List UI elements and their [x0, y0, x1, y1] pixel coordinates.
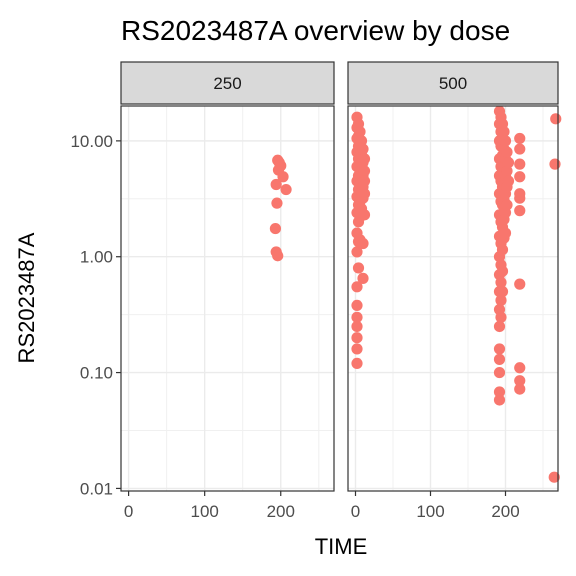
data-point: [494, 354, 505, 365]
data-point: [494, 367, 505, 378]
x-tick-label: 100: [190, 502, 218, 521]
data-point: [514, 133, 525, 144]
x-tick-label: 100: [416, 502, 444, 521]
facet-panel-250: 250 0 100 200: [121, 62, 334, 521]
facet-strip-label: 500: [439, 74, 467, 93]
data-point: [271, 198, 282, 209]
data-point: [514, 362, 525, 373]
data-point: [501, 199, 512, 210]
data-point: [497, 266, 508, 277]
data-point: [500, 135, 511, 146]
data-point: [550, 113, 561, 124]
data-point: [514, 159, 525, 170]
facet-panel-500: 500 0 100 200: [348, 62, 561, 521]
data-point: [497, 244, 508, 255]
data-point: [351, 321, 362, 332]
data-point: [494, 394, 505, 405]
data-point: [514, 171, 525, 182]
data-point: [359, 209, 370, 220]
y-tick-label: 10.00: [70, 132, 113, 151]
y-axis-title: RS2023487A: [14, 232, 39, 363]
data-point: [272, 250, 283, 261]
facet-strip-label: 250: [213, 74, 241, 93]
chart-title: RS2023487A overview by dose: [121, 15, 510, 46]
data-point: [351, 332, 362, 343]
panel-background: [348, 106, 558, 491]
data-point: [359, 165, 370, 176]
data-point: [495, 312, 506, 323]
x-axis-title: TIME: [315, 534, 368, 559]
data-point: [500, 227, 511, 238]
x-tick-label: 0: [351, 502, 360, 521]
data-point: [359, 175, 370, 186]
data-point: [494, 343, 505, 354]
data-point: [271, 179, 282, 190]
y-axis: 0.01 0.10 1.00 10.00: [70, 132, 121, 499]
panel-background: [121, 106, 334, 491]
y-tick-label: 0.10: [80, 364, 113, 383]
data-point: [270, 223, 281, 234]
data-point: [359, 188, 370, 199]
data-point: [497, 286, 508, 297]
x-tick-label: 200: [491, 502, 519, 521]
data-point: [351, 300, 362, 311]
y-tick-label: 1.00: [80, 248, 113, 267]
data-point: [359, 153, 370, 164]
y-tick-label: 0.01: [80, 479, 113, 498]
data-point: [357, 273, 368, 284]
data-point: [351, 343, 362, 354]
data-point: [357, 238, 368, 249]
data-point: [514, 143, 525, 154]
x-tick-label: 0: [124, 502, 133, 521]
facet-panels: 250 0 100 200 500 0 100 200: [121, 62, 561, 521]
data-point: [514, 205, 525, 216]
data-point: [503, 157, 514, 168]
data-point: [501, 147, 512, 158]
data-point: [351, 358, 362, 369]
data-point: [514, 193, 525, 204]
data-point: [503, 175, 514, 186]
data-point: [280, 184, 291, 195]
data-point: [549, 159, 560, 170]
data-point: [514, 383, 525, 394]
data-point: [357, 143, 368, 154]
data-point: [353, 262, 364, 273]
data-point: [514, 279, 525, 290]
x-tick-label: 200: [267, 502, 295, 521]
